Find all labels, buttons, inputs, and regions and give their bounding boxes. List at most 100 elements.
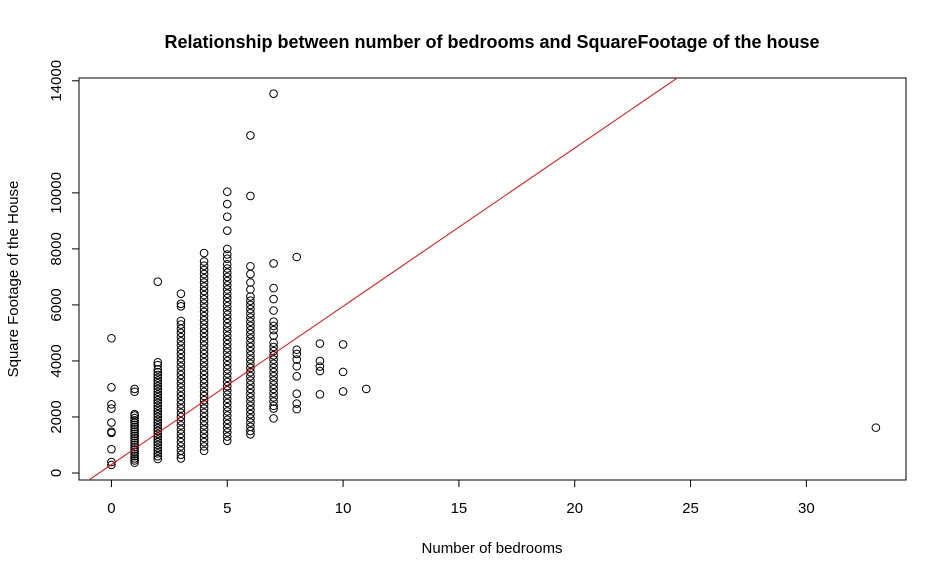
data-point xyxy=(176,349,186,359)
data-point xyxy=(246,393,255,402)
data-point xyxy=(153,446,163,455)
data-point xyxy=(153,401,163,411)
data-point xyxy=(107,444,116,454)
data-point xyxy=(246,346,255,356)
data-point xyxy=(222,264,232,273)
data-point xyxy=(222,327,232,336)
data-point xyxy=(222,356,232,366)
data-point xyxy=(199,379,209,388)
data-point xyxy=(222,348,232,357)
data-point xyxy=(338,387,348,396)
data-point xyxy=(199,265,209,275)
data-point xyxy=(222,428,232,437)
data-point xyxy=(222,335,232,345)
data-point xyxy=(199,337,209,346)
data-point xyxy=(199,273,209,283)
data-point xyxy=(199,395,209,405)
data-point xyxy=(269,306,278,315)
y-tick-label: 8000 xyxy=(48,232,65,265)
data-point xyxy=(269,401,278,411)
data-point xyxy=(176,450,186,460)
data-point xyxy=(269,317,278,327)
data-point xyxy=(246,296,255,306)
data-point xyxy=(246,384,255,394)
data-point xyxy=(176,374,186,384)
data-point xyxy=(199,345,209,355)
data-point xyxy=(222,423,232,433)
data-point xyxy=(269,283,278,293)
data-point xyxy=(153,373,163,383)
data-point xyxy=(246,292,255,301)
data-point xyxy=(130,449,139,459)
data-point xyxy=(315,356,325,366)
data-point xyxy=(153,412,163,422)
data-point xyxy=(269,372,278,381)
data-point xyxy=(176,391,186,401)
data-point xyxy=(269,89,278,98)
data-point xyxy=(222,419,232,429)
data-point xyxy=(246,405,255,415)
data-point xyxy=(315,366,325,376)
data-point xyxy=(222,272,232,282)
y-tick-label: 0 xyxy=(48,469,65,477)
data-point xyxy=(222,398,232,408)
data-point xyxy=(292,349,302,359)
y-axis: 0 2000 4000 6000 8000 10000 14000 xyxy=(48,60,80,477)
data-point xyxy=(269,342,278,352)
data-point xyxy=(269,380,278,390)
data-point xyxy=(269,388,278,398)
data-point xyxy=(315,362,325,371)
data-point xyxy=(269,355,278,364)
data-point xyxy=(246,414,255,423)
data-point xyxy=(199,349,209,359)
data-point xyxy=(107,418,116,427)
data-point xyxy=(176,362,186,371)
data-point xyxy=(246,418,255,427)
data-point xyxy=(176,341,186,350)
data-point xyxy=(153,421,163,430)
data-point xyxy=(130,445,139,454)
x-tick-label: 15 xyxy=(451,500,468,517)
data-point xyxy=(153,393,163,402)
data-point xyxy=(269,363,278,373)
data-point xyxy=(153,409,163,419)
data-point xyxy=(199,366,209,376)
data-point xyxy=(222,394,232,404)
data-point xyxy=(222,407,232,416)
data-point xyxy=(222,244,232,254)
data-point xyxy=(130,436,139,445)
data-point xyxy=(199,282,209,292)
data-point xyxy=(153,360,163,370)
data-point xyxy=(176,345,186,355)
data-point xyxy=(153,423,163,433)
data-point xyxy=(246,317,255,327)
data-point xyxy=(199,433,209,443)
data-point xyxy=(246,334,255,343)
data-point xyxy=(269,325,278,335)
data-point xyxy=(246,376,255,385)
data-point xyxy=(246,422,255,432)
data-point xyxy=(199,261,209,270)
data-point xyxy=(130,442,139,452)
data-point xyxy=(176,337,186,346)
data-point xyxy=(199,328,209,338)
data-point xyxy=(222,436,232,446)
data-point xyxy=(246,342,255,352)
data-point xyxy=(246,426,255,436)
data-point xyxy=(199,278,209,287)
data-point xyxy=(246,388,255,398)
data-point xyxy=(246,321,255,331)
data-point xyxy=(222,250,232,259)
data-point xyxy=(199,374,209,384)
data-point xyxy=(222,310,232,320)
data-point xyxy=(130,384,139,394)
data-point xyxy=(199,425,209,434)
data-point xyxy=(222,212,232,221)
data-point xyxy=(246,309,255,318)
data-point xyxy=(153,429,163,439)
data-point xyxy=(246,300,255,310)
data-point xyxy=(130,420,139,430)
data-point xyxy=(199,316,209,325)
data-point xyxy=(269,393,278,402)
